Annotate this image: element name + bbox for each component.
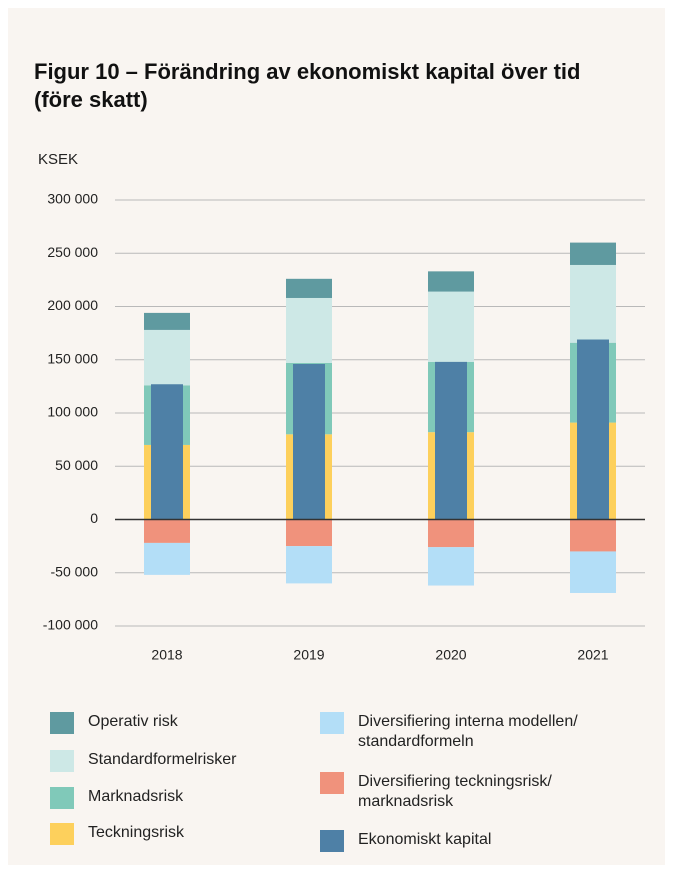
bar-segment	[151, 384, 183, 520]
bar-segment	[577, 339, 609, 520]
bar-segment	[570, 264, 616, 343]
chart-title: Figur 10 – Förändring av ekonomiskt kapi…	[34, 59, 581, 112]
bar-segment	[144, 542, 190, 575]
y-axis-label: KSEK	[38, 151, 78, 168]
y-tick-label: 200 000	[47, 297, 98, 313]
y-tick-label: -100 000	[43, 617, 98, 633]
bar-segment	[286, 278, 332, 298]
bar-segment	[570, 519, 616, 552]
legend-swatch	[50, 823, 74, 845]
legend-item: Standardformelrisker	[50, 750, 338, 772]
legend-swatch	[320, 712, 344, 734]
legend-item: Diversifiering teckningsrisk/ marknadsri…	[320, 772, 608, 812]
legend-label: Marknadsrisk	[88, 788, 184, 805]
legend-label: Diversifiering interna modellen/ standar…	[358, 713, 578, 750]
bar-segment	[428, 519, 474, 548]
bar-segment	[570, 551, 616, 593]
legend-swatch	[50, 712, 74, 734]
y-tick-label: 150 000	[47, 350, 98, 366]
legend-swatch	[50, 787, 74, 809]
legend-label: Teckningsrisk	[88, 824, 185, 841]
bar-segment	[293, 364, 325, 520]
legend-item: Ekonomiskt kapital	[320, 830, 608, 852]
bar-segment	[286, 297, 332, 363]
legend-swatch	[320, 830, 344, 852]
y-tick-label: 250 000	[47, 244, 98, 260]
legend-item: Diversifiering interna modellen/ standar…	[320, 712, 608, 752]
y-tick-label: -50 000	[51, 563, 99, 579]
legend-swatch	[320, 772, 344, 794]
bar-segment	[286, 546, 332, 584]
legend-label: Diversifiering teckningsrisk/ marknadsri…	[358, 773, 552, 810]
bar-segment	[144, 519, 190, 543]
bar-segment	[144, 312, 190, 330]
y-tick-label: 100 000	[47, 404, 98, 420]
x-tick-label: 2018	[151, 647, 182, 663]
bar-segment	[428, 271, 474, 292]
legend-label: Ekonomiskt kapital	[358, 831, 492, 848]
bar-segment	[144, 329, 190, 386]
legend-item: Operativ risk	[50, 712, 338, 734]
bar-segment	[286, 519, 332, 547]
bar-segment	[428, 291, 474, 362]
legend-item: Teckningsrisk	[50, 823, 338, 845]
y-tick-label: 0	[90, 510, 98, 526]
x-tick-label: 2021	[577, 647, 608, 663]
legend-swatch	[50, 750, 74, 772]
bar-segment	[435, 361, 467, 520]
legend-label: Operativ risk	[88, 713, 178, 730]
y-tick-label: 50 000	[55, 457, 98, 473]
legend-label: Standardformelrisker	[88, 751, 237, 768]
x-tick-label: 2020	[435, 647, 466, 663]
x-tick-label: 2019	[293, 647, 324, 663]
bar-segment	[570, 242, 616, 265]
legend-item: Marknadsrisk	[50, 787, 338, 809]
y-tick-label: 300 000	[47, 191, 98, 207]
bar-segment	[428, 547, 474, 586]
